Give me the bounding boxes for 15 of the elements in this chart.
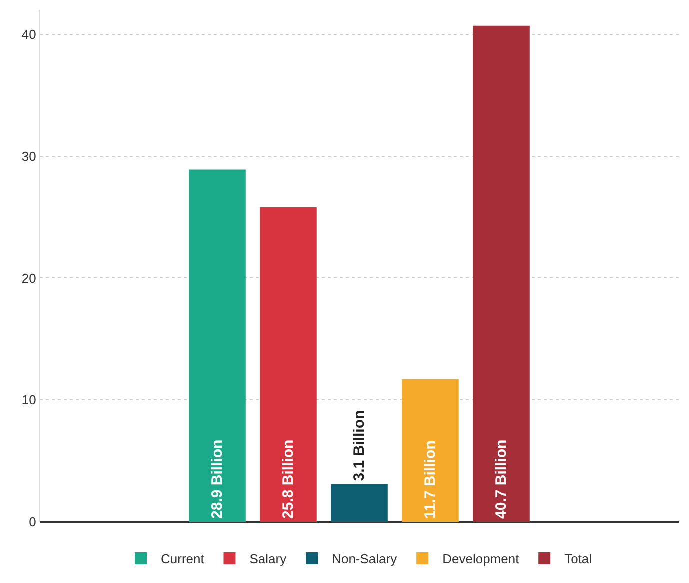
data-label: 40.7 Billion [493,440,510,519]
data-label: 11.7 Billion [422,440,439,519]
y-tick-label: 30 [22,148,36,164]
y-tick-label: 0 [29,514,36,530]
data-label: 3.1 Billion [351,410,368,482]
y-tick-label: 20 [22,270,36,286]
legend-label: Development [442,552,520,567]
y-tick-label: 40 [22,26,36,42]
legend-label: Salary [250,552,288,567]
data-label: 28.9 Billion [209,440,226,519]
legend-label: Non-Salary [332,552,398,567]
legend-label: Current [161,552,205,567]
data-label: 25.8 Billion [280,440,297,519]
y-tick-label: 10 [22,392,36,408]
legend-label: Total [564,552,592,567]
